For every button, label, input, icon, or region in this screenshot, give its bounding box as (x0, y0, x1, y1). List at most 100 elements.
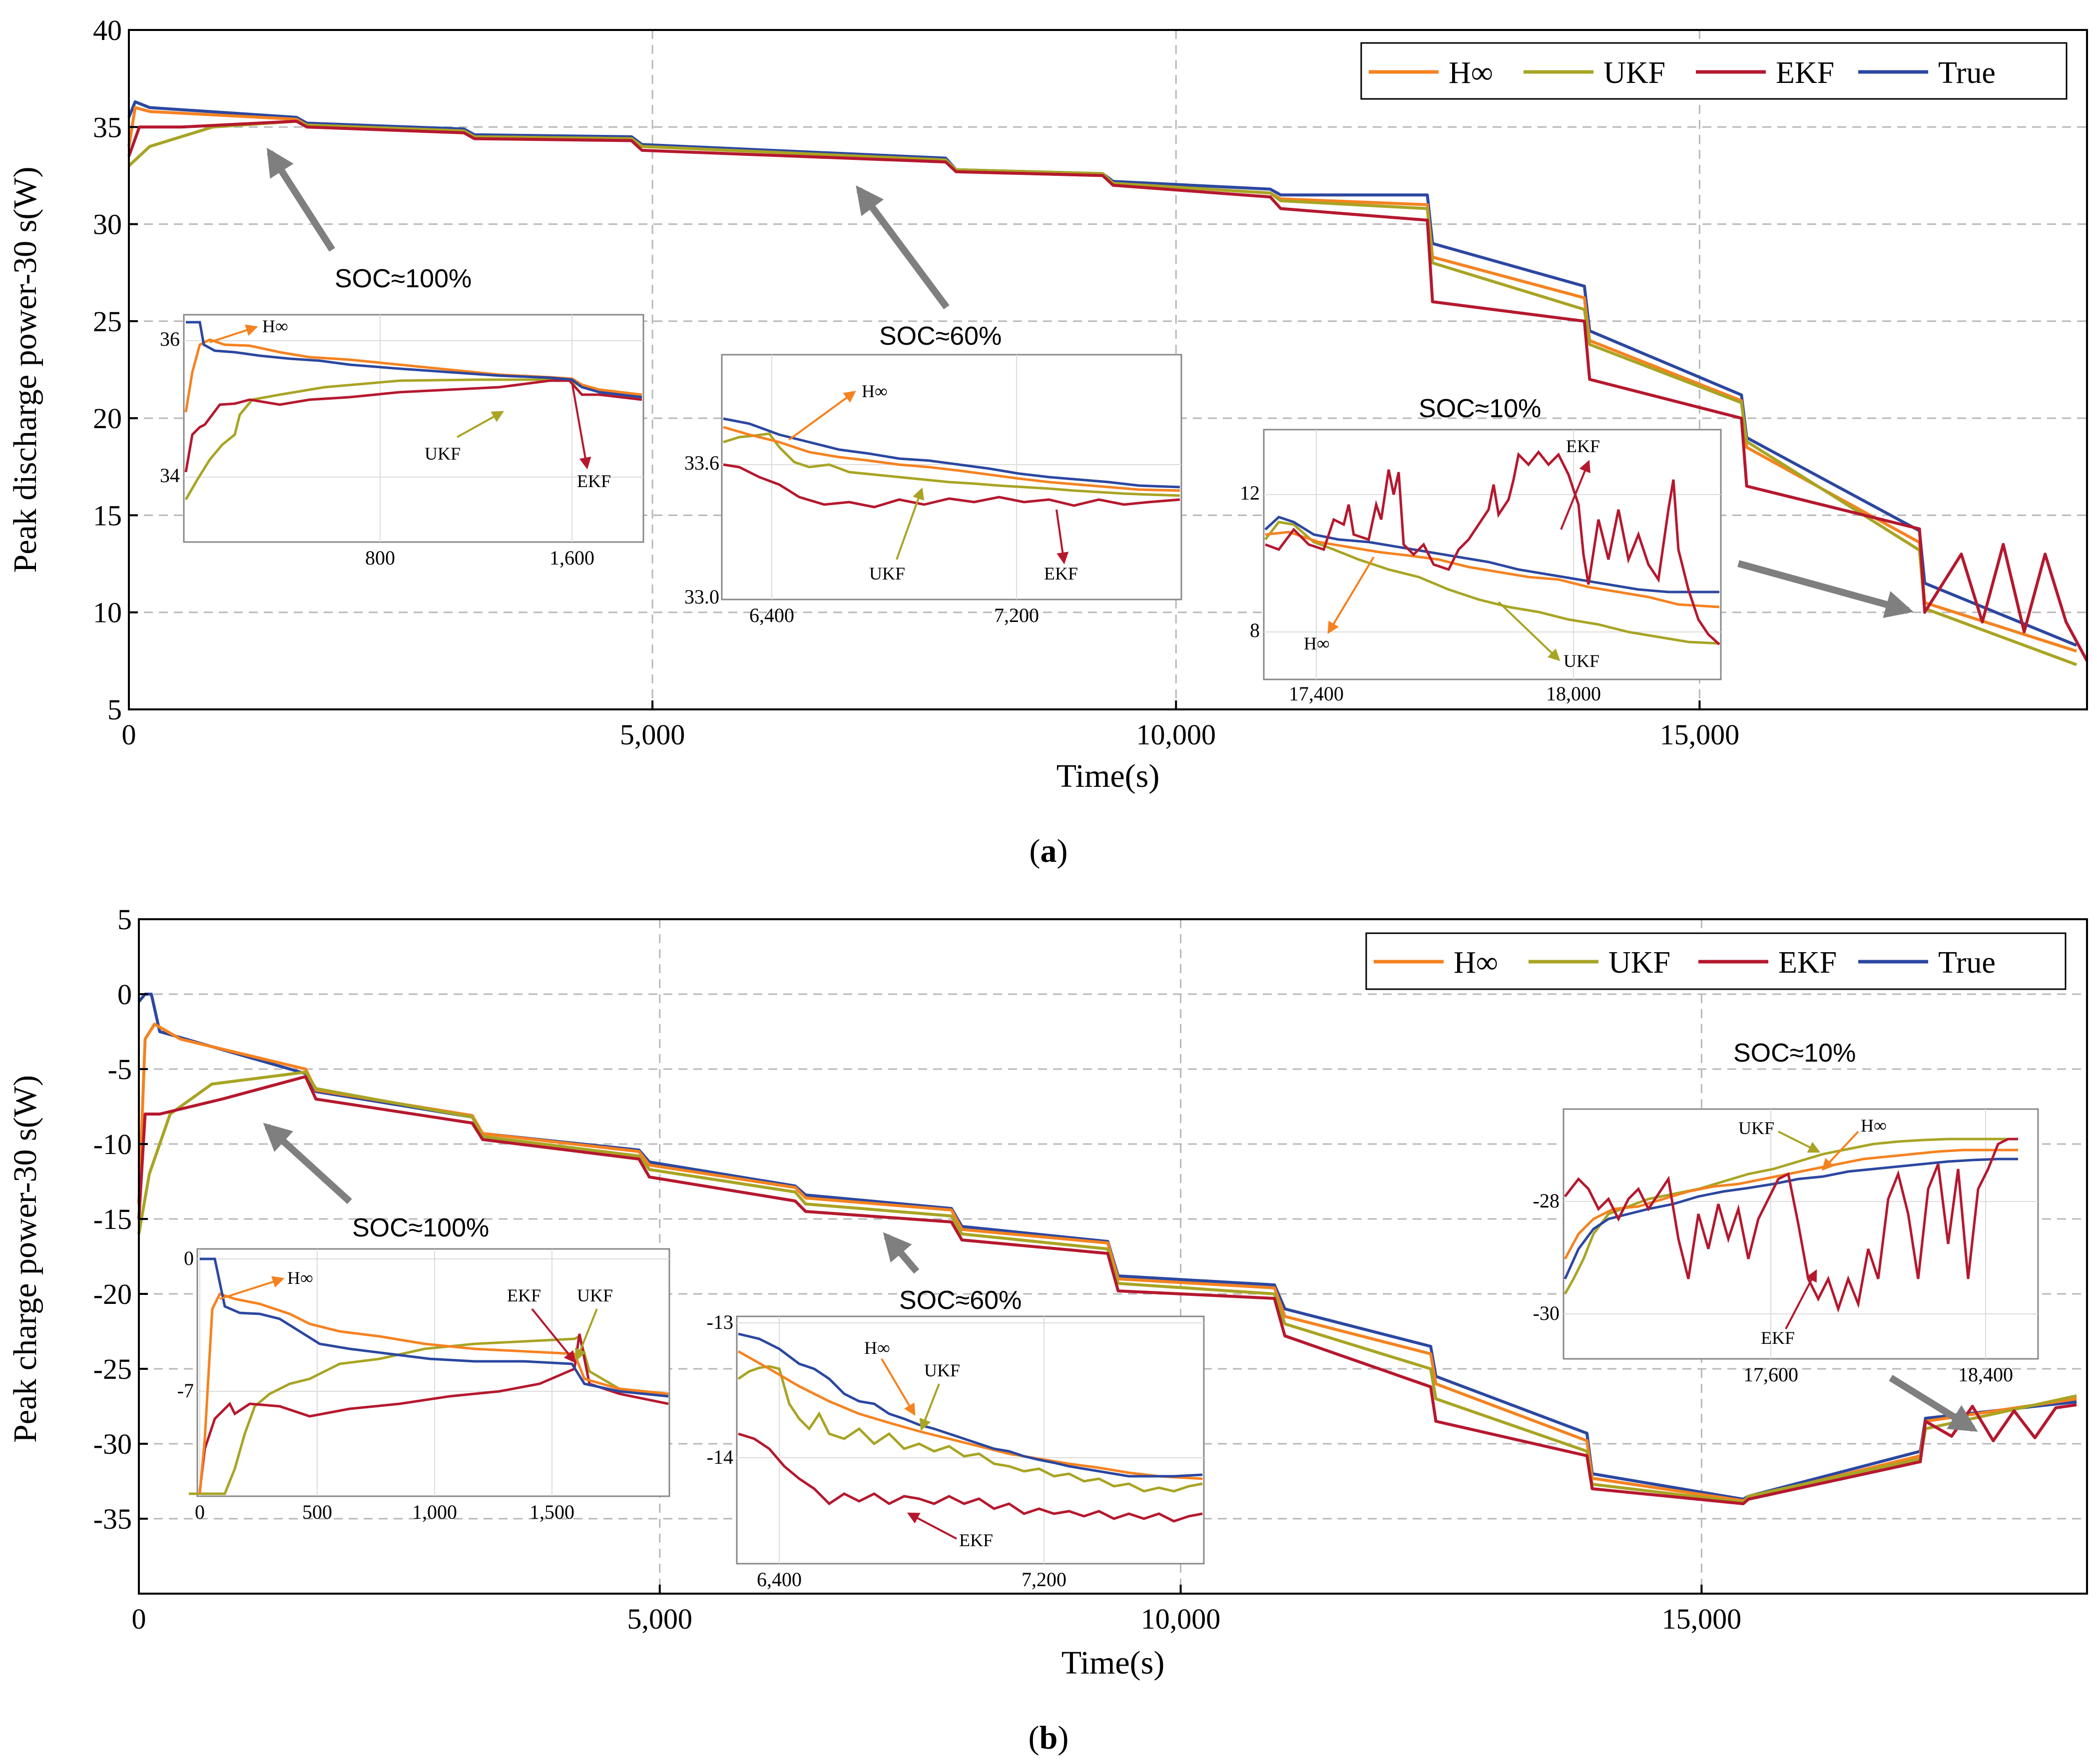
a-inset-3-ekf (1265, 450, 1720, 645)
b-inset-3-ytick-0: -28 (1533, 1189, 1560, 1212)
b-inset-1-ytick-0: 0 (184, 1247, 194, 1269)
a-inset-2-label-ekf: EKF (1044, 564, 1078, 584)
b-caption-open: ( (1029, 1720, 1040, 1756)
a-inset-1-xtick-1: 1,600 (549, 547, 594, 569)
a-inset-2-hinf (723, 426, 1180, 492)
b-inset-1-xtick-2: 1,000 (412, 1501, 457, 1523)
b-inset-2-label-ukf: UKF (924, 1360, 960, 1380)
b-plot-frame (138, 918, 2088, 1595)
a-ytick-label-6: 35 (93, 111, 122, 143)
b-ticks: 0 5,000 10,000 15,000 5 0 -5 -10 -15 -20 -25 -30 -35 (93, 903, 1741, 1635)
a-caption-close: ) (1057, 833, 1068, 869)
b-inset-3-hinf (1564, 1149, 2018, 1260)
a-inset-1-label-ukf: UKF (425, 444, 461, 464)
b-inset-2-label-ekf: EKF (959, 1530, 993, 1550)
a-xlabel: Time(s) (1056, 758, 1160, 794)
a-legend-box (1360, 42, 2068, 100)
a-inset-2-label-hinf: H∞ (862, 381, 888, 401)
b-inset-1: 0 500 1,000 1,500 0 -7 H∞ EKF UKF (177, 1247, 670, 1523)
b-legend-hinf: H∞ (1454, 946, 1498, 980)
a-xtick-label-1: 5,000 (620, 718, 685, 751)
b-inset-2-ytick-1: -14 (707, 1446, 733, 1468)
b-inset-2-ytick-0: -13 (707, 1311, 733, 1333)
a-caption-open: ( (1030, 833, 1041, 869)
b-legend-ekf: EKF (1778, 946, 1837, 980)
a-inset-3-hinf (1265, 531, 1720, 608)
b-legend-true: True (1938, 946, 1996, 980)
b-ann-arrow-10 (1889, 1375, 1978, 1432)
b-inset-2-ukf (737, 1365, 1203, 1493)
b-ytick-label-1: 0 (117, 978, 132, 1011)
a-inset-3-ytick-0: 8 (1250, 619, 1260, 641)
a-inset-3-ytick-1: 12 (1240, 482, 1260, 504)
b-ytick-label-7: -30 (93, 1428, 132, 1460)
a-series-ekf (127, 119, 2089, 662)
a-inset-2: 6,400 7,200 33.0 33.6 H∞ UKF EKF (684, 354, 1182, 626)
a-ylabel: Peak discharge power-30 s(W) (7, 166, 43, 573)
b-legend-ukf: UKF (1608, 946, 1670, 980)
b-inset-2-ekf (738, 1432, 1203, 1523)
a-caption: (a) (1030, 833, 1068, 869)
b-caption-close: ) (1057, 1720, 1068, 1756)
b-inset-2-xtick-0: 6,400 (757, 1568, 802, 1591)
a-series (127, 100, 2089, 666)
b-xtick-label-3: 15,000 (1662, 1603, 1742, 1635)
b-legend: H∞ UKF EKF True (1365, 932, 2067, 990)
a-inset-3-label-ukf: UKF (1564, 651, 1599, 671)
a-inset-3: 17,400 18,000 8 12 EKF H∞ UKF (1240, 429, 1722, 705)
a-ytick-label-2: 15 (93, 499, 122, 532)
a-ann-arrow-60 (856, 185, 950, 310)
b-inset-3: 17,600 18,400 -28 -30 UKF H∞ EKF (1533, 1108, 2039, 1386)
b-inset-1-xtick-3: 1,500 (529, 1501, 574, 1523)
a-ann-arrow-10 (1737, 560, 1914, 618)
b-inset-2-xtick-1: 7,200 (1022, 1568, 1066, 1591)
b-inset-2: 6,400 7,200 -13 -14 H∞ UKF EKF (707, 1311, 1205, 1591)
b-ytick-label-6: -25 (93, 1353, 132, 1385)
b-inset-3-ytick-1: -30 (1533, 1302, 1560, 1324)
b-inset-1-xtick-0: 0 (195, 1501, 205, 1523)
a-ytick-label-1: 10 (93, 596, 122, 629)
a-ann-arrow-100 (266, 147, 335, 252)
a-inset-2-ytick-1: 33.6 (684, 452, 719, 474)
panel-a: 0 5,000 10,000 15,000 5 10 15 20 25 30 35 40 Time(s… (7, 14, 2089, 869)
a-legend: H∞ UKF EKF True (1360, 42, 2068, 100)
a-inset-2-ytick-0: 33.0 (684, 586, 719, 608)
b-xtick-label-1: 5,000 (627, 1603, 693, 1635)
b-ann-soc10: SOC≈10% (1733, 1039, 1856, 1068)
b-ytick-label-8: -35 (93, 1503, 132, 1535)
b-inset-1-label-ukf: UKF (577, 1285, 613, 1305)
a-plot-frame (128, 29, 2088, 710)
b-inset-1-hinf (198, 1292, 669, 1494)
b-inset-3-true (1564, 1158, 2018, 1280)
b-ann-arrow-60 (883, 1232, 920, 1274)
b-inset-3-label-ukf: UKF (1738, 1118, 1774, 1138)
a-caption-letter: a (1041, 833, 1057, 869)
b-inset-1-ytick-1: -7 (177, 1379, 194, 1402)
a-ytick-label-3: 20 (93, 402, 122, 435)
b-ylabel: Peak charge power-30 s(W) (7, 1075, 43, 1443)
a-inset-1-label-hinf: H∞ (262, 316, 288, 336)
a-legend-ekf: EKF (1776, 56, 1834, 90)
b-ann-arrow-100 (263, 1123, 352, 1204)
b-ann-soc60: SOC≈60% (899, 1286, 1022, 1315)
b-ytick-label-0: 5 (117, 903, 132, 936)
a-ytick-label-0: 5 (107, 693, 122, 726)
a-inset-2-true (723, 417, 1180, 489)
a-inset-3-label-ekf: EKF (1566, 436, 1600, 456)
a-inset-1-ytick-1: 36 (160, 328, 180, 350)
b-inset-1-label-hinf: H∞ (287, 1268, 313, 1288)
b-inset-3-label-hinf: H∞ (1861, 1116, 1887, 1136)
a-ann-soc100: SOC≈100% (335, 264, 472, 293)
b-xlabel: Time(s) (1061, 1645, 1165, 1681)
b-xtick-label-0: 0 (132, 1603, 146, 1635)
panel-b: 0 5,000 10,000 15,000 5 0 -5 -10 -15 -20 -25 -30 -35… (7, 903, 2088, 1756)
b-inset-3-xtick-1: 18,400 (1958, 1363, 2013, 1386)
a-xtick-label-3: 15,000 (1660, 718, 1740, 751)
a-xtick-label-2: 10,000 (1136, 718, 1216, 751)
a-inset-3-xtick-1: 18,000 (1546, 682, 1601, 705)
a-inset-3-label-hinf: H∞ (1304, 633, 1330, 653)
a-legend-ukf: UKF (1603, 56, 1665, 90)
b-caption: (b) (1029, 1720, 1069, 1756)
b-inset-1-xtick-1: 500 (302, 1501, 332, 1523)
b-inset-3-label-ekf: EKF (1761, 1328, 1795, 1348)
